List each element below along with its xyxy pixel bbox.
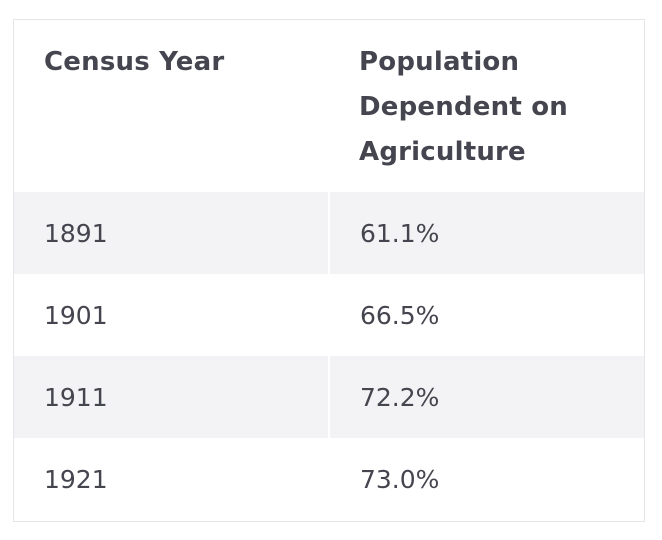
table-header: Census Year Population Dependent on Agri… bbox=[14, 20, 644, 192]
cell-year: 1921 bbox=[14, 438, 330, 520]
table-row: 1921 73.0% bbox=[14, 438, 644, 520]
table-row: 1901 66.5% bbox=[14, 274, 644, 356]
cell-year: 1911 bbox=[14, 356, 330, 438]
header-row: Census Year Population Dependent on Agri… bbox=[14, 20, 644, 192]
data-table: Census Year Population Dependent on Agri… bbox=[14, 20, 644, 520]
cell-percentage: 61.1% bbox=[329, 192, 644, 274]
table-row: 1891 61.1% bbox=[14, 192, 644, 274]
cell-percentage: 66.5% bbox=[360, 300, 440, 330]
table-row: 1911 72.2% bbox=[14, 356, 644, 438]
cell-percentage: 73.0% bbox=[360, 464, 440, 494]
data-table-container: Census Year Population Dependent on Agri… bbox=[13, 19, 645, 522]
cell-percentage: 72.2% bbox=[329, 356, 644, 438]
table-body: 1891 61.1% 1901 66.5% 1911 72.2% 1921 73… bbox=[14, 192, 644, 520]
cell-year: 1891 bbox=[14, 192, 330, 274]
header-population-agriculture: Population Dependent on Agriculture bbox=[359, 47, 568, 167]
cell-year: 1901 bbox=[14, 274, 330, 356]
header-census-year: Census Year bbox=[44, 47, 225, 77]
